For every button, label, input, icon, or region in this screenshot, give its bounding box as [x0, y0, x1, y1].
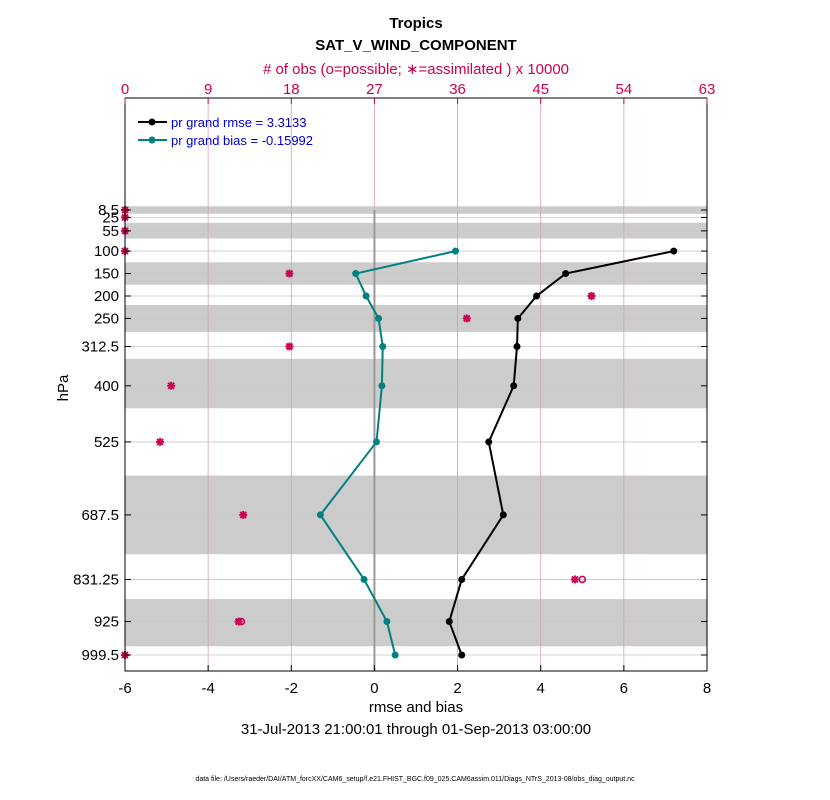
bias-point — [378, 382, 386, 390]
shaded-bands — [125, 206, 707, 647]
assimilated-obs-marker — [239, 510, 248, 519]
assimilated-obs-marker — [587, 291, 596, 300]
bias-point — [379, 343, 387, 351]
assimilated-obs-marker — [167, 381, 176, 390]
top-tick-label: 45 — [532, 81, 549, 98]
legend-bias-marker — [148, 136, 156, 144]
y-tick-label: 8.5 — [98, 202, 119, 219]
shaded-band — [125, 358, 707, 409]
plot-frame — [124, 97, 708, 672]
assimilated-obs-marker — [156, 437, 165, 446]
rmse-point — [485, 438, 493, 446]
rmse-point — [670, 247, 678, 255]
rmse-point — [514, 314, 522, 322]
x-tick-label: -2 — [285, 680, 298, 697]
rmse-point — [458, 651, 466, 659]
series-layer — [316, 247, 678, 659]
top-axis-label: # of obs (o=possible; ∗=assimilated ) x … — [263, 61, 569, 78]
bias-point — [383, 618, 391, 626]
y-tick-label: 100 — [94, 243, 119, 260]
top-tick-label: 0 — [121, 81, 129, 98]
y-tick-label: 200 — [94, 288, 119, 305]
x-tick-label: -4 — [201, 680, 214, 697]
rmse-point — [562, 270, 570, 278]
x-tick-label: 2 — [453, 680, 461, 697]
bias-point — [362, 292, 370, 300]
possible-obs-marker — [237, 617, 246, 626]
bias-point — [451, 247, 459, 255]
rmse-point — [533, 292, 541, 300]
legend-rmse-label: pr grand rmse = 3.3133 — [171, 115, 307, 130]
bias-point — [375, 314, 383, 322]
y-tick-label: 525 — [94, 434, 119, 451]
assimilated-obs-marker — [570, 575, 579, 584]
top-tick-label: 63 — [699, 81, 716, 98]
chart-title: Tropics — [389, 15, 442, 32]
top-tick-label: 9 — [204, 81, 212, 98]
legend-rmse-marker — [148, 118, 156, 126]
y-tick-label: 925 — [94, 614, 119, 631]
x-tick-label: 4 — [537, 680, 545, 697]
x-tick-label: 8 — [703, 680, 711, 697]
y-axis-label: hPa — [55, 374, 72, 401]
x-axis-label: rmse and bias — [369, 699, 463, 716]
legend-bias-label: pr grand bias = -0.15992 — [171, 133, 313, 148]
top-tick-label: 36 — [449, 81, 466, 98]
assimilated-obs-marker — [285, 269, 294, 278]
y-tick-label: 687.5 — [81, 507, 119, 524]
x-tick-label: 0 — [370, 680, 378, 697]
date-range: 31-Jul-2013 21:00:01 through 01-Sep-2013… — [241, 721, 591, 738]
legend: pr grand rmse = 3.3133 pr grand bias = -… — [138, 115, 313, 148]
rmse-point — [513, 343, 521, 351]
possible-obs-marker — [578, 575, 587, 584]
bias-point — [373, 438, 381, 446]
bias-point — [316, 511, 324, 519]
data-file-footer: data file: /Users/raeder/DAI/ATM_forcXX/… — [195, 776, 635, 783]
y-tick-label: 250 — [94, 310, 119, 327]
assimilated-obs-marker — [285, 342, 294, 351]
y-tick-label: 55 — [102, 223, 119, 240]
rmse-point — [510, 382, 518, 390]
top-tick-label: 27 — [366, 81, 383, 98]
y-tick-label: 831.25 — [73, 571, 119, 588]
shaded-band — [125, 599, 707, 647]
y-tick-label: 25 — [102, 209, 119, 226]
top-tick-label: 18 — [283, 81, 300, 98]
chart-subtitle: SAT_V_WIND_COMPONENT — [315, 37, 516, 54]
y-tick-label: 400 — [94, 378, 119, 395]
y-tick-label: 312.5 — [81, 339, 119, 356]
bias-point — [352, 270, 360, 278]
rmse-point — [458, 575, 466, 583]
bias-point — [391, 651, 399, 659]
axis-ticks: 0 9 18 27 36 45 54 638.52555100150200250312.540… — [73, 81, 715, 697]
y-tick-label: 150 — [94, 266, 119, 283]
assimilated-obs-marker — [462, 314, 471, 323]
rmse-point — [445, 618, 453, 626]
rmse-point — [499, 511, 507, 519]
bias-point — [360, 575, 368, 583]
top-tick-label: 54 — [616, 81, 633, 98]
x-tick-label: 6 — [620, 680, 628, 697]
x-tick-label: -6 — [118, 680, 131, 697]
y-tick-label: 999.5 — [81, 647, 119, 664]
